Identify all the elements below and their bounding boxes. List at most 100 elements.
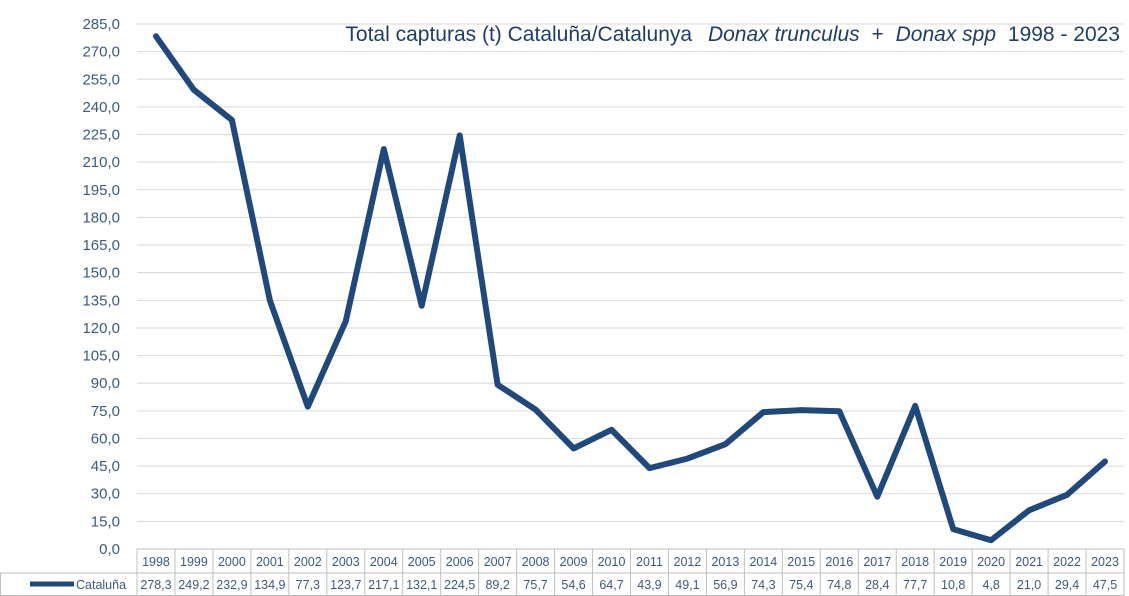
data-label: 47,5 <box>1093 578 1117 592</box>
data-label: 89,2 <box>485 578 509 592</box>
y-axis: 0,0 15,0 30,0 45,0 60,0 75,0 90,0 105,0 120,0 135… <box>82 16 120 558</box>
legend-key: Cataluña <box>30 578 126 592</box>
y-tick-label: 15,0 <box>91 513 120 530</box>
series-line-cataluna <box>153 33 1108 544</box>
title-species: Donax trunculus <box>708 23 860 46</box>
data-point <box>1064 492 1070 498</box>
data-label: 224,5 <box>444 578 475 592</box>
x-tick-label: 2003 <box>332 555 360 569</box>
y-tick-label: 210,0 <box>82 154 120 171</box>
x-tick-label: 2004 <box>370 555 398 569</box>
x-tick-label: 1998 <box>142 555 170 569</box>
y-tick-label: 0,0 <box>99 541 120 558</box>
data-point <box>343 318 349 324</box>
y-tick-label: 165,0 <box>82 237 120 254</box>
x-tick-label: 2022 <box>1053 555 1081 569</box>
data-point <box>419 303 425 309</box>
x-tick-label: 1999 <box>180 555 208 569</box>
x-tick-label: 2017 <box>863 555 891 569</box>
data-label: 43,9 <box>637 578 661 592</box>
data-label: 232,9 <box>216 578 247 592</box>
data-point <box>950 526 956 532</box>
data-label: 29,4 <box>1055 578 1079 592</box>
data-point <box>722 441 728 447</box>
data-point <box>684 456 690 462</box>
x-tick-label: 2018 <box>901 555 929 569</box>
data-point <box>1102 459 1108 465</box>
x-tick-label: 2006 <box>446 555 474 569</box>
data-label: 123,7 <box>330 578 361 592</box>
data-point <box>305 404 311 410</box>
data-point <box>798 407 804 413</box>
data-point <box>267 298 273 304</box>
y-tick-label: 120,0 <box>82 320 120 337</box>
x-tick-label: 2005 <box>408 555 436 569</box>
legend-label: Cataluña <box>76 578 126 592</box>
x-tick-label: 2002 <box>294 555 322 569</box>
data-label: 4,8 <box>982 578 999 592</box>
y-tick-label: 135,0 <box>82 292 120 309</box>
data-label: 278,3 <box>140 578 171 592</box>
y-tick-label: 150,0 <box>82 265 120 282</box>
data-point <box>1026 507 1032 513</box>
y-tick-label: 105,0 <box>82 348 120 365</box>
data-label: 134,9 <box>254 578 285 592</box>
data-point <box>571 445 577 451</box>
data-label: 49,1 <box>675 578 699 592</box>
y-tick-label: 45,0 <box>91 458 120 475</box>
x-tick-label: 2007 <box>484 555 512 569</box>
x-tick-label: 2021 <box>1015 555 1043 569</box>
chart-title: Total capturas (t) Cataluña/Catalunya Do… <box>345 23 1120 46</box>
data-label: 74,8 <box>827 578 851 592</box>
x-tick-label: 2015 <box>787 555 815 569</box>
data-point <box>229 117 235 123</box>
x-tick-label: 2014 <box>749 555 777 569</box>
title-period: 1998 - 2023 <box>1008 23 1120 46</box>
x-tick-label: 2020 <box>977 555 1005 569</box>
title-plus: + <box>872 23 884 46</box>
data-label: 75,4 <box>789 578 813 592</box>
data-point <box>988 537 994 543</box>
data-point <box>912 403 918 409</box>
x-tick-label: 2009 <box>560 555 588 569</box>
x-tick-label: 2013 <box>711 555 739 569</box>
x-tick-label: 2019 <box>939 555 967 569</box>
x-tick-label: 2011 <box>636 555 663 569</box>
data-point <box>609 427 615 433</box>
y-tick-label: 270,0 <box>82 44 120 61</box>
data-table: 1998 1999 2000 2001 2002 2003 2004 2005 2006 2007… <box>0 548 1125 596</box>
data-label: 75,7 <box>523 578 547 592</box>
data-label: 249,2 <box>178 578 209 592</box>
x-tick-label: 2010 <box>598 555 626 569</box>
title-main: Total capturas (t) Cataluña/Catalunya <box>345 23 692 46</box>
data-point <box>153 33 159 39</box>
x-tick-label: 2008 <box>522 555 550 569</box>
y-tick-label: 30,0 <box>91 486 120 503</box>
data-point <box>381 146 387 152</box>
data-point <box>457 132 463 138</box>
y-tick-label: 255,0 <box>82 71 120 88</box>
x-tick-label: 2016 <box>825 555 853 569</box>
data-point <box>191 87 197 93</box>
data-label: 77,3 <box>296 578 320 592</box>
x-tick-label: 2001 <box>256 555 284 569</box>
y-tick-label: 180,0 <box>82 209 120 226</box>
data-point <box>495 382 501 388</box>
data-label: 10,8 <box>941 578 965 592</box>
x-tick-label: 2000 <box>218 555 246 569</box>
data-point <box>646 465 652 471</box>
data-point <box>760 409 766 415</box>
y-tick-label: 285,0 <box>82 16 120 33</box>
y-tick-label: 90,0 <box>91 375 120 392</box>
data-label: 77,7 <box>903 578 927 592</box>
series-points <box>153 33 1108 543</box>
y-tick-label: 240,0 <box>82 99 120 116</box>
data-point <box>836 408 842 414</box>
data-label: 217,1 <box>368 578 399 592</box>
x-tick-label: 2012 <box>674 555 702 569</box>
data-label: 21,0 <box>1017 578 1041 592</box>
data-label: 64,7 <box>599 578 623 592</box>
data-label: 56,9 <box>713 578 737 592</box>
x-tick-label: 2023 <box>1091 555 1119 569</box>
y-tick-label: 75,0 <box>91 403 120 420</box>
